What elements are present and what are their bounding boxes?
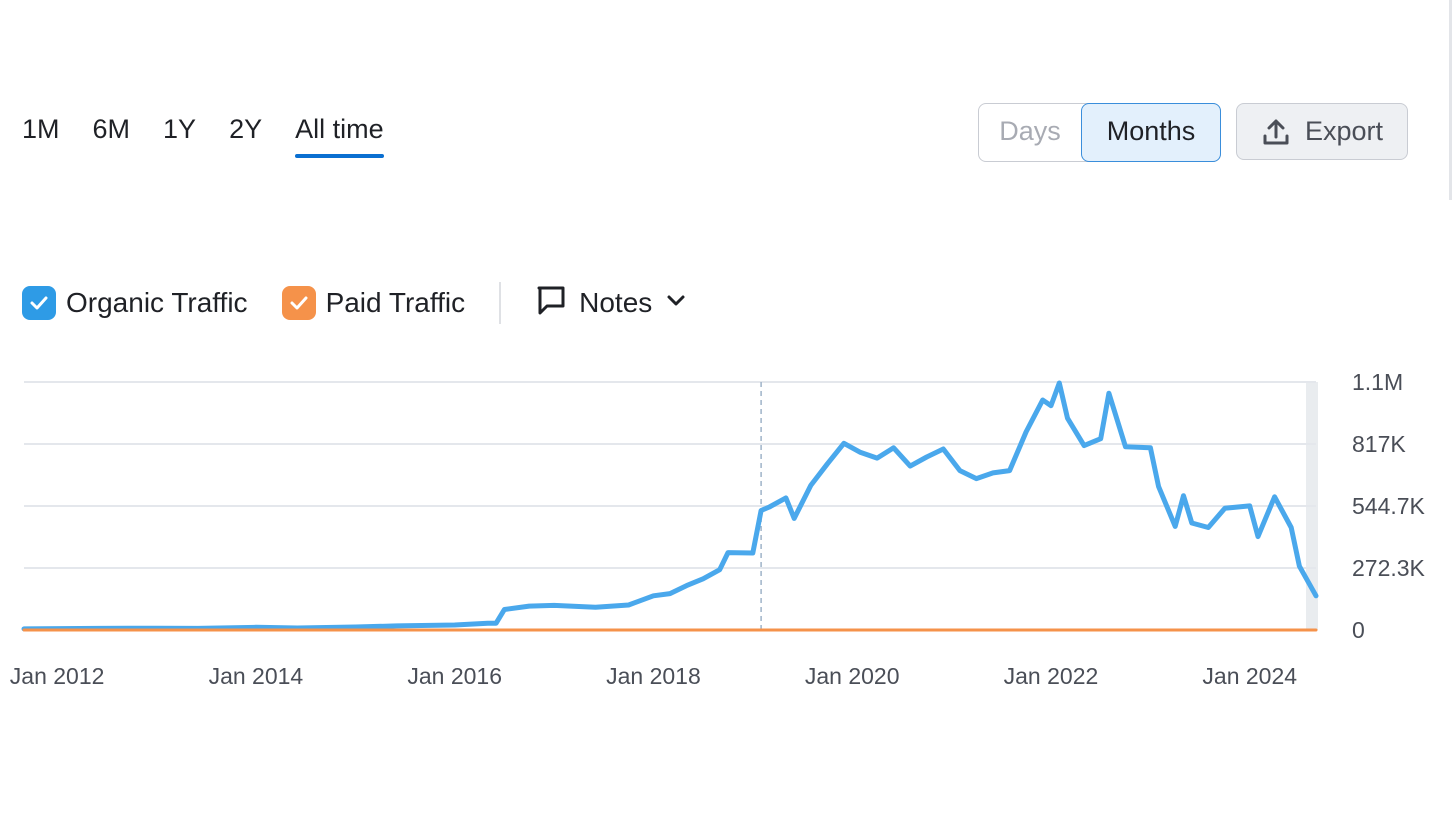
days-button[interactable]: Days — [999, 116, 1061, 146]
tab-1y[interactable]: 1Y — [163, 114, 197, 144]
tab-all-time[interactable]: All time — [295, 108, 384, 158]
check-icon — [22, 286, 56, 320]
date-range-tabs: 1M 6M 1Y 2Y All time — [22, 108, 417, 158]
y-tick-label: 544.7K — [1352, 493, 1426, 519]
upload-icon — [1261, 117, 1291, 147]
legend-paid-toggle[interactable]: Paid Traffic — [281, 286, 466, 320]
tab-2y[interactable]: 2Y — [229, 114, 263, 144]
x-tick-label: Jan 2020 — [805, 663, 900, 689]
notes-label: Notes — [579, 287, 653, 318]
y-tick-label: 272.3K — [1352, 555, 1426, 581]
y-tick-label: 0 — [1352, 617, 1365, 643]
x-tick-label: Jan 2024 — [1202, 663, 1297, 689]
organic-traffic-line — [21, 380, 1319, 632]
chart-legend: Organic Traffic Paid Traffic Notes — [22, 282, 688, 324]
scrollbar[interactable] — [1449, 0, 1452, 200]
traffic-chart: 0 272.3K 544.7K 817K 1.1M Jan 2012 Jan 2014 Jan… — [10, 369, 1426, 689]
export-button[interactable]: Export — [1236, 103, 1408, 160]
comment-icon — [535, 284, 567, 323]
months-button[interactable]: Months — [1081, 103, 1221, 162]
granularity-toggle: Days Months — [978, 103, 1221, 162]
x-tick-label: Jan 2014 — [209, 663, 304, 689]
legend-organic-toggle[interactable]: Organic Traffic — [22, 286, 248, 320]
chevron-down-icon — [664, 287, 688, 319]
x-tick-label: Jan 2012 — [10, 663, 105, 689]
notes-dropdown[interactable]: Notes — [535, 284, 688, 323]
x-tick-label: Jan 2018 — [606, 663, 701, 689]
tab-1m[interactable]: 1M — [22, 114, 60, 144]
x-tick-label: Jan 2022 — [1004, 663, 1099, 689]
legend-paid-label: Paid Traffic — [325, 287, 466, 318]
export-label: Export — [1304, 116, 1384, 146]
legend-organic-label: Organic Traffic — [66, 287, 248, 318]
tab-6m[interactable]: 6M — [92, 114, 131, 144]
check-icon — [281, 286, 316, 320]
x-tick-label: Jan 2016 — [407, 663, 502, 689]
legend-divider — [499, 282, 502, 324]
y-tick-label: 1.1M — [1352, 369, 1403, 395]
y-tick-label: 817K — [1352, 431, 1406, 457]
